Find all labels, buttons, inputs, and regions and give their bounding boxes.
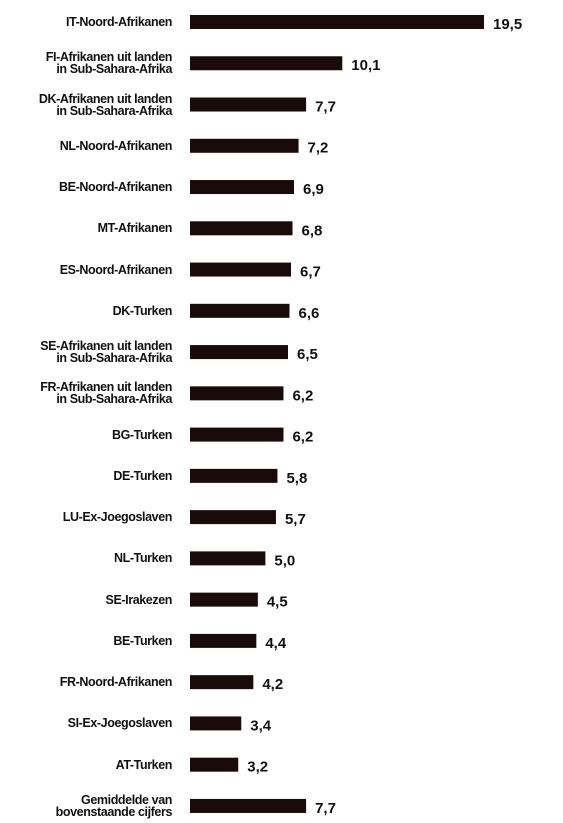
category-label: AT-Turken xyxy=(115,757,173,772)
category-label: SE-Irakezen xyxy=(105,592,173,607)
bar xyxy=(190,675,254,690)
category-label: IT-Noord-Afrikanen xyxy=(66,15,172,29)
category-label: FR-Noord-Afrikanen xyxy=(59,675,173,690)
category-label: LU-Ex-Joegoslaven xyxy=(62,510,173,525)
value-label: 7,7 xyxy=(315,98,336,115)
category-label: FI-Afrikanen uit landen in Sub-Sahara-Af… xyxy=(45,50,173,77)
value-label: 6,8 xyxy=(302,222,323,239)
category-label: BG-Turken xyxy=(111,427,172,442)
value-label: 4,4 xyxy=(265,635,287,652)
bar xyxy=(190,262,292,277)
bar xyxy=(190,592,258,607)
category-label: MT-Afrikanen xyxy=(97,221,173,236)
bar xyxy=(190,386,284,401)
bar xyxy=(190,551,266,566)
value-label: 5,8 xyxy=(286,470,307,487)
value-label: 3,2 xyxy=(247,759,268,776)
category-label: SE-Afrikanen uit landen in Sub-Sahara-Af… xyxy=(40,339,172,366)
value-label: 3,4 xyxy=(250,717,272,734)
category-label: BE-Noord-Afrikanen xyxy=(59,180,172,195)
value-label: 6,6 xyxy=(299,305,320,322)
bar xyxy=(190,15,484,29)
bar xyxy=(190,56,343,71)
value-label: 4,5 xyxy=(267,594,288,611)
value-label: 10,1 xyxy=(351,57,380,74)
value-label: 5,7 xyxy=(285,511,306,528)
category-label: ES-Noord-Afrikanen xyxy=(59,262,173,277)
category-label: DK-Turken xyxy=(112,303,173,318)
bar xyxy=(190,221,293,236)
category-label: SI-Ex-Joegoslaven xyxy=(67,716,173,731)
bar xyxy=(190,303,290,318)
bar xyxy=(190,468,278,483)
value-label: 19,5 xyxy=(493,16,522,33)
value-label: 7,2 xyxy=(308,140,329,157)
value-label: 6,9 xyxy=(303,181,324,198)
bar xyxy=(190,138,299,153)
category-label: DE-Turken xyxy=(113,468,172,483)
bar xyxy=(190,427,284,442)
value-label: 6,2 xyxy=(292,429,313,446)
bar xyxy=(190,716,242,731)
category-label: NL-Noord-Afrikanen xyxy=(59,138,173,153)
bar xyxy=(190,345,288,360)
category-label: DK-Afrikanen uit landen in Sub-Sahara-Af… xyxy=(38,91,173,118)
value-label: 5,0 xyxy=(274,552,295,569)
bar xyxy=(190,757,239,772)
category-label: NL-Turken xyxy=(114,551,172,566)
category-label: BE-Turken xyxy=(113,633,172,648)
value-label: 4,2 xyxy=(262,676,283,693)
bar xyxy=(190,798,307,813)
value-label: 6,5 xyxy=(297,346,318,363)
value-label: 6,7 xyxy=(300,264,321,281)
value-label: 6,2 xyxy=(292,387,313,404)
category-label: FR-Afrikanen uit landen in Sub-Sahara-Af… xyxy=(40,380,172,407)
bar xyxy=(190,180,295,195)
value-label: 7,7 xyxy=(315,800,336,817)
category-label: Gemiddelde van bovenstaande cijfers xyxy=(55,792,173,819)
bar xyxy=(190,510,276,525)
bar xyxy=(190,633,257,648)
bar xyxy=(190,97,307,112)
